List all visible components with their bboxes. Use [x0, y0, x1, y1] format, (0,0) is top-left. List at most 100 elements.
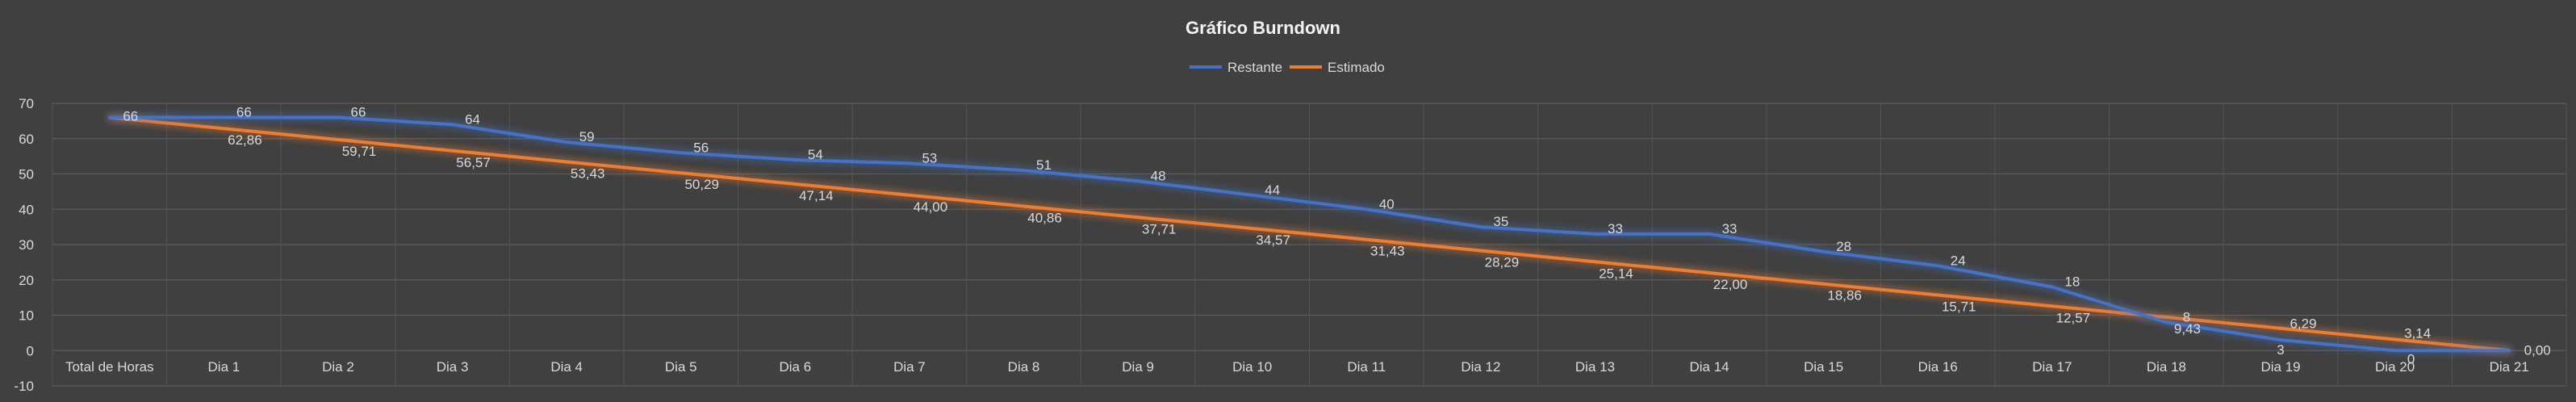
data-label-estimado: 53,43: [571, 165, 605, 181]
x-tick-label: Dia 16: [1918, 359, 1958, 375]
x-tick-label: Dia 21: [2490, 359, 2529, 375]
y-tick-label: -10: [14, 379, 34, 394]
data-point-restante: [1480, 226, 1482, 228]
data-label-restante: 18: [2064, 274, 2080, 290]
chart-title: Gráfico Burndown: [1186, 18, 1340, 38]
data-label-restante: 66: [236, 105, 252, 120]
data-label-estimado: 34,57: [1256, 232, 1290, 248]
data-point-restante: [1823, 251, 1825, 253]
data-label-restante: 56: [693, 140, 709, 155]
y-axis-ticks: -10 0 10 20 30 40 50 60 70: [14, 96, 34, 394]
data-point-estimado: [1823, 283, 1825, 285]
x-tick-label: Total de Horas: [65, 359, 154, 375]
data-label-estimado: 0,00: [2524, 342, 2551, 358]
y-tick-label: 50: [19, 167, 34, 182]
data-label-estimado: 3,14: [2404, 326, 2431, 341]
data-point-estimado: [2165, 316, 2167, 318]
x-tick-label: Dia 5: [665, 359, 697, 375]
gridlines: [52, 103, 2567, 387]
x-tick-label: Dia 15: [1804, 359, 1843, 375]
legend-label-estimado: Estimado: [1328, 60, 1385, 75]
x-tick-label: Dia 1: [208, 359, 240, 375]
data-point-restante: [1708, 233, 1710, 235]
data-label-restante: 66: [351, 105, 366, 120]
y-tick-label: 20: [19, 273, 34, 288]
data-label-restante: 28: [1836, 239, 1851, 254]
data-label-estimado: 37,71: [1142, 221, 1177, 237]
data-label-estimado: 9,43: [2174, 321, 2201, 337]
data-label-estimado: 47,14: [799, 188, 834, 203]
data-point-restante: [1137, 180, 1139, 182]
y-tick-label: 40: [19, 202, 34, 217]
data-label-restante: 3: [2277, 342, 2284, 358]
data-point-estimado: [2394, 339, 2396, 341]
x-tick-label: Dia 8: [1008, 359, 1040, 375]
data-label-estimado: 62,86: [228, 132, 262, 148]
data-point-restante: [1023, 170, 1025, 171]
data-point-restante: [794, 159, 796, 161]
data-label-estimado: 59,71: [342, 144, 377, 159]
data-label-restante: 59: [579, 129, 595, 144]
x-tick-label: Dia 2: [322, 359, 354, 375]
data-label-estimado: 15,71: [1942, 299, 1976, 315]
data-label-restante: 48: [1151, 168, 1166, 183]
data-label-estimado: 28,29: [1485, 254, 1520, 270]
data-label-estimado: 44,00: [914, 199, 948, 215]
data-point-restante: [2165, 321, 2167, 323]
y-tick-label: 30: [19, 237, 34, 253]
chart-legend: Restante Estimado: [1190, 60, 1385, 75]
data-label-estimado: 18,86: [1827, 288, 1862, 304]
data-label-restante: 66: [123, 109, 138, 124]
data-point-restante: [2508, 350, 2510, 351]
data-point-estimado: [1023, 205, 1025, 207]
data-label-estimado: 25,14: [1599, 266, 1633, 281]
data-point-estimado: [1708, 272, 1710, 274]
y-tick-label: 0: [27, 343, 34, 358]
data-point-restante: [1365, 208, 1367, 210]
data-label-restante: 40: [1379, 196, 1395, 211]
y-tick-label: 10: [19, 308, 34, 324]
y-tick-label: 60: [19, 132, 34, 147]
x-tick-label: Dia 17: [2032, 359, 2072, 375]
x-tick-label: Dia 9: [1122, 359, 1154, 375]
data-label-restante: 8: [2183, 309, 2190, 325]
data-point-estimado: [1137, 216, 1139, 218]
data-label-restante: 24: [1951, 253, 1966, 268]
data-point-estimado: [794, 183, 796, 185]
series-line-estimado: [107, 115, 2511, 353]
x-tick-label: Dia 11: [1347, 359, 1386, 375]
x-tick-label: Dia 20: [2375, 359, 2415, 375]
data-point-restante: [109, 117, 111, 118]
data-point-restante: [337, 117, 339, 118]
y-tick-label: 70: [19, 96, 34, 111]
data-label-restante: 35: [1493, 214, 1508, 229]
data-point-restante: [452, 124, 454, 125]
x-tick-label: Dia 14: [1689, 359, 1729, 375]
data-point-restante: [2394, 350, 2396, 351]
data-point-estimado: [1480, 249, 1482, 251]
x-tick-label: Dia 12: [1461, 359, 1500, 375]
data-label-estimado: 31,43: [1370, 244, 1405, 259]
x-tick-label: Dia 19: [2260, 359, 2300, 375]
x-tick-label: Dia 13: [1575, 359, 1615, 375]
series-lines: [107, 115, 2511, 353]
data-label-restante: 51: [1036, 157, 1052, 173]
data-label-estimado: 50,29: [684, 177, 719, 192]
data-labels: 66 66 66 64 59 56 54 53 51 48 44 40 35 33 33 28 24 18 8 3 0 6…: [123, 105, 2550, 367]
data-label-restante: 33: [1722, 221, 1738, 237]
x-tick-label: Dia 6: [779, 359, 811, 375]
data-label-estimado: 56,57: [456, 155, 491, 170]
data-point-estimado: [2051, 305, 2053, 307]
data-label-estimado: 22,00: [1713, 277, 1748, 292]
data-label-estimado: 12,57: [2056, 310, 2091, 325]
x-tick-label: Dia 4: [550, 359, 583, 375]
data-label-restante: 0: [2407, 351, 2415, 366]
data-label-estimado: 6,29: [2290, 316, 2316, 332]
data-point-restante: [909, 162, 910, 164]
data-label-restante: 64: [465, 111, 480, 127]
data-label-restante: 54: [808, 147, 823, 162]
x-tick-label: Dia 10: [1232, 359, 1272, 375]
data-point-estimado: [452, 150, 454, 152]
data-label-estimado: 40,86: [1027, 210, 1062, 225]
